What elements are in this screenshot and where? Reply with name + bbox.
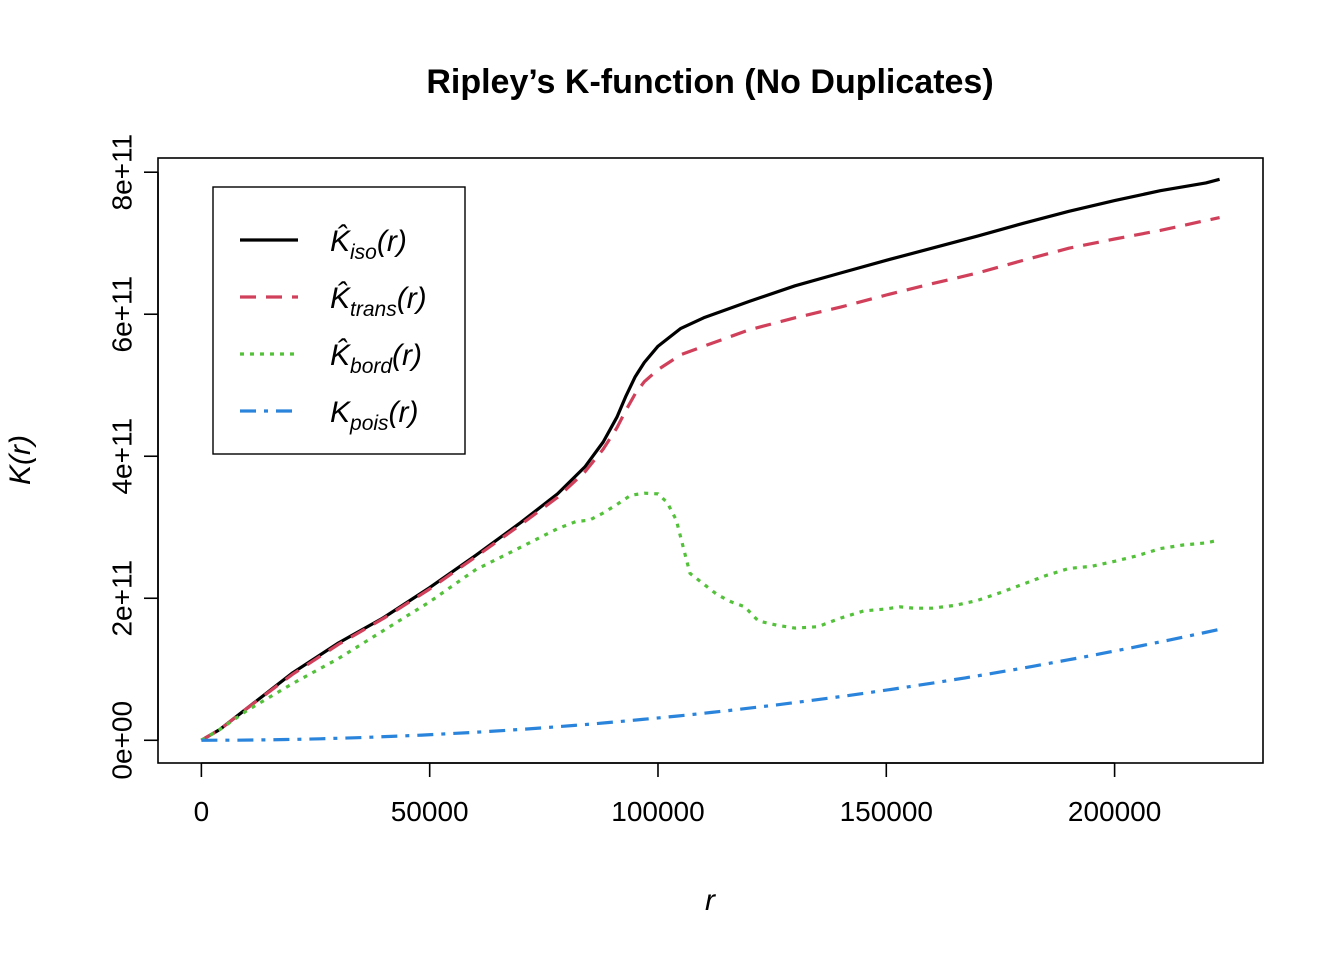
x-axis-label: r [705, 884, 716, 917]
legend-label-bord: K̂bord(r) [330, 339, 422, 378]
x-tick-label: 50000 [391, 796, 469, 827]
y-tick-label: 4e+11 [107, 418, 138, 495]
series-lines [200, 177, 1221, 742]
x-tick-label: 100000 [611, 796, 704, 827]
y-axis-label: K(r) [4, 435, 37, 485]
x-tick-label: 150000 [840, 796, 933, 827]
legend-label-pois: Kpois(r) [330, 396, 419, 435]
legend-label-iso: K̂iso(r) [330, 225, 407, 264]
legend: K̂iso(r) K̂trans(r) K̂bord(r) Kpois(r) [212, 186, 466, 455]
y-axis: 0e+00 2e+11 4e+11 6e+11 8e+11 [107, 134, 159, 780]
series-line-pois [201, 627, 1220, 742]
series-line-bord [200, 491, 1220, 742]
series-line-trans [200, 216, 1220, 742]
y-tick-label: 0e+00 [107, 701, 138, 780]
y-tick-label: 2e+11 [107, 560, 138, 637]
y-tick-label: 6e+11 [107, 276, 138, 353]
legend-label-trans: K̂trans(r) [330, 282, 427, 321]
chart-title: Ripley’s K-function (No Duplicates) [426, 63, 993, 101]
x-tick-label: 0 [194, 796, 210, 827]
x-tick-label: 200000 [1068, 796, 1161, 827]
x-axis: 0 50000 100000 150000 200000 [194, 762, 1161, 827]
y-tick-label: 8e+11 [107, 134, 138, 211]
